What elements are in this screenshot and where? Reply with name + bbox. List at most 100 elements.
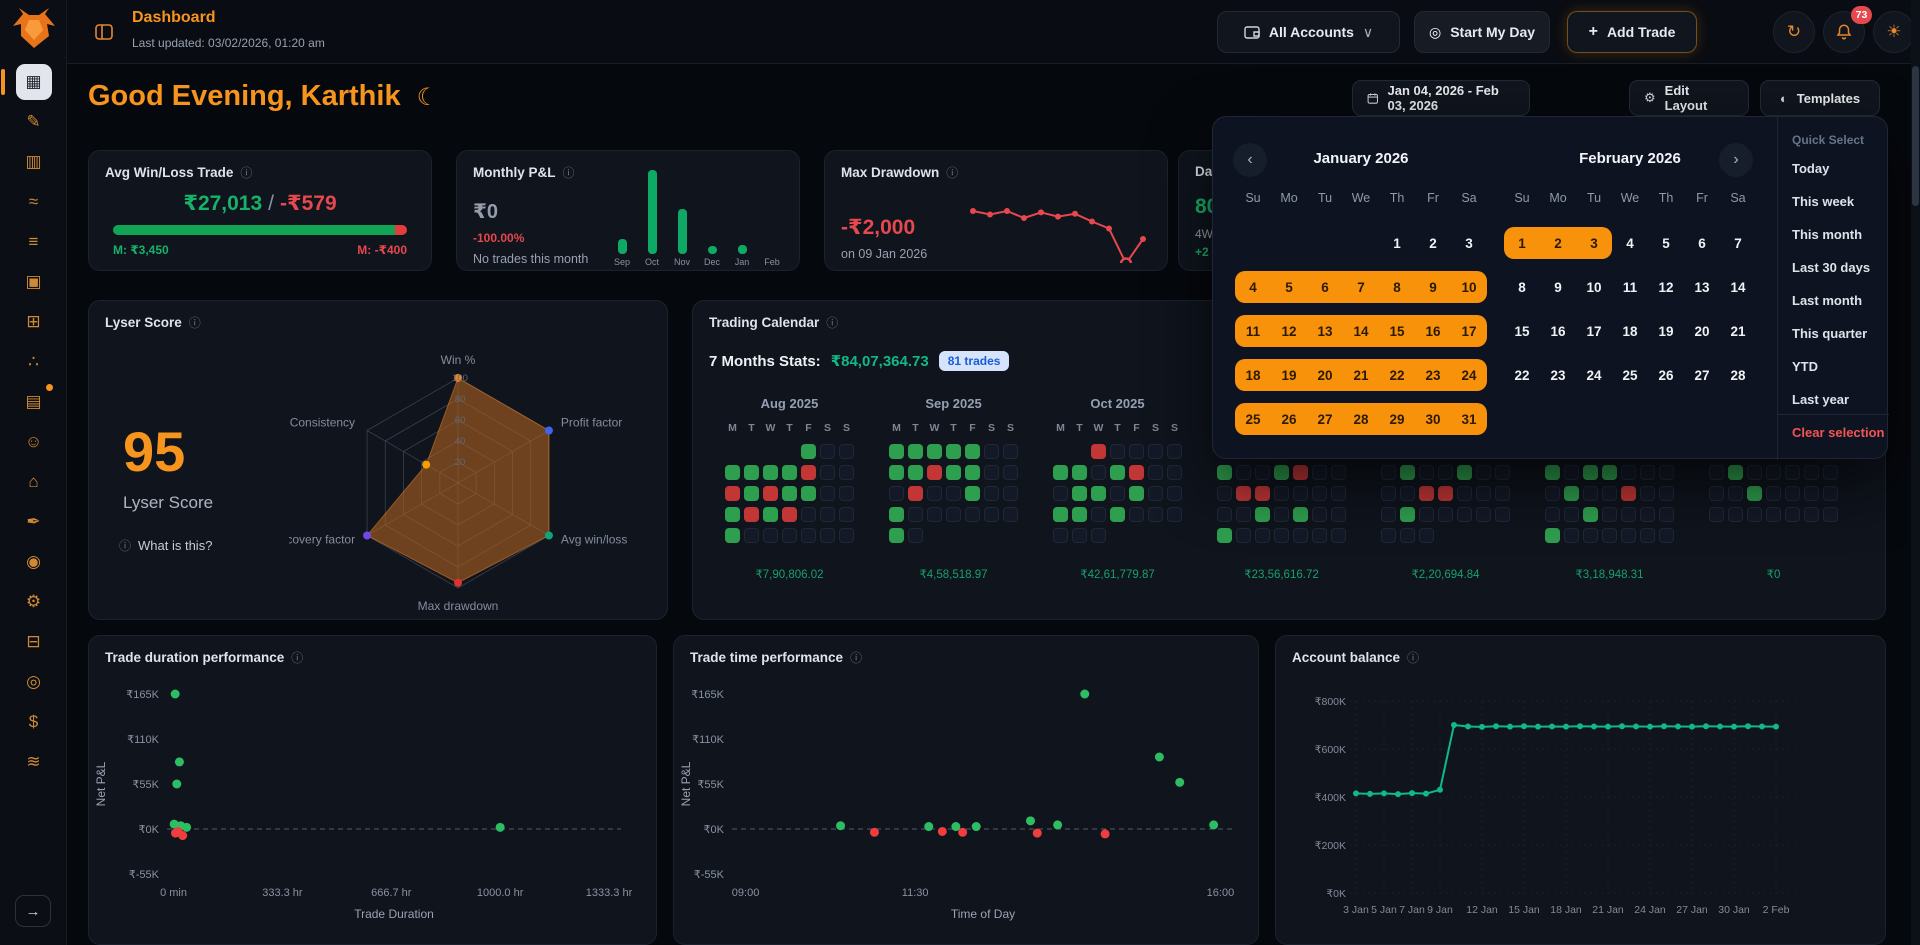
heatmap-cell[interactable] <box>744 465 759 480</box>
heatmap-cell[interactable] <box>984 444 999 459</box>
trades-count-badge[interactable]: 81 trades <box>938 351 1010 371</box>
heatmap-cell[interactable] <box>801 528 816 543</box>
heatmap-cell[interactable] <box>820 528 835 543</box>
heatmap-cell[interactable] <box>1823 486 1838 501</box>
sidebar-item-funds[interactable]: $ <box>16 704 52 740</box>
heatmap-cell[interactable] <box>1564 528 1579 543</box>
heatmap-cell[interactable] <box>801 444 816 459</box>
add-trade-button[interactable]: + Add Trade <box>1567 11 1697 53</box>
heatmap-cell[interactable] <box>1438 465 1453 480</box>
heatmap-cell[interactable] <box>820 444 835 459</box>
heatmap-cell[interactable] <box>1293 507 1308 522</box>
sidebar-item-wallet[interactable]: ≋ <box>16 744 52 780</box>
heatmap-cell[interactable] <box>1400 486 1415 501</box>
heatmap-cell[interactable] <box>1400 465 1415 480</box>
calendar-day-13[interactable]: 13 <box>1694 279 1710 295</box>
calendar-day-28[interactable]: 28 <box>1730 367 1746 383</box>
heatmap-cell[interactable] <box>1312 507 1327 522</box>
heatmap-cell[interactable] <box>782 486 797 501</box>
sidebar-item-import[interactable]: ⊟ <box>16 624 52 660</box>
heatmap-cell[interactable] <box>1709 465 1724 480</box>
what-is-this-link[interactable]: ⓘ What is this? <box>119 537 212 554</box>
heatmap-cell[interactable] <box>1659 465 1674 480</box>
calendar-day-16[interactable]: 16 <box>1550 323 1566 339</box>
calendar-day-27[interactable]: 27 <box>1307 403 1343 435</box>
heatmap-cell[interactable] <box>889 507 904 522</box>
heatmap-cell[interactable] <box>1564 465 1579 480</box>
heatmap-cell[interactable] <box>1495 465 1510 480</box>
calendar-day-24[interactable]: 24 <box>1586 367 1602 383</box>
quick-select-this-month[interactable]: This month <box>1792 227 1863 242</box>
calendar-day-5[interactable]: 5 <box>1662 235 1670 251</box>
sidebar-item-goals[interactable]: ◎ <box>16 664 52 700</box>
heatmap-cell[interactable] <box>1640 486 1655 501</box>
heatmap-cell[interactable] <box>1785 486 1800 501</box>
scrollbar-thumb[interactable] <box>1912 66 1919 206</box>
heatmap-cell[interactable] <box>1217 507 1232 522</box>
heatmap-cell[interactable] <box>1129 465 1144 480</box>
heatmap-cell[interactable] <box>1400 507 1415 522</box>
heatmap-cell[interactable] <box>1602 528 1617 543</box>
calendar-day-6[interactable]: 6 <box>1698 235 1706 251</box>
heatmap-cell[interactable] <box>965 465 980 480</box>
heatmap-cell[interactable] <box>1823 465 1838 480</box>
calendar-day-14[interactable]: 14 <box>1730 279 1746 295</box>
calendar-day-21[interactable]: 21 <box>1730 323 1746 339</box>
heatmap-cell[interactable] <box>1419 465 1434 480</box>
heatmap-cell[interactable] <box>889 465 904 480</box>
prev-month-button[interactable]: ‹ <box>1233 143 1267 177</box>
calendar-day-8[interactable]: 8 <box>1379 271 1415 303</box>
heatmap-cell[interactable] <box>1072 465 1087 480</box>
heatmap-cell[interactable] <box>1659 486 1674 501</box>
heatmap-cell[interactable] <box>1217 465 1232 480</box>
heatmap-cell[interactable] <box>1766 507 1781 522</box>
heatmap-cell[interactable] <box>1148 507 1163 522</box>
calendar-day-1[interactable]: 1 <box>1393 235 1401 251</box>
heatmap-cell[interactable] <box>946 465 961 480</box>
sidebar-item-notes[interactable]: ✒ <box>16 504 52 540</box>
heatmap-cell[interactable] <box>1640 528 1655 543</box>
calendar-day-17[interactable]: 17 <box>1586 323 1602 339</box>
logout-button[interactable]: → <box>15 895 51 927</box>
heatmap-cell[interactable] <box>1091 444 1106 459</box>
heatmap-cell[interactable] <box>1640 507 1655 522</box>
heatmap-cell[interactable] <box>946 507 961 522</box>
heatmap-cell[interactable] <box>889 528 904 543</box>
heatmap-cell[interactable] <box>927 465 942 480</box>
heatmap-cell[interactable] <box>782 465 797 480</box>
calendar-day-12[interactable]: 12 <box>1658 279 1674 295</box>
heatmap-cell[interactable] <box>908 465 923 480</box>
heatmap-cell[interactable] <box>1621 528 1636 543</box>
calendar-day-7[interactable]: 7 <box>1734 235 1742 251</box>
heatmap-cell[interactable] <box>908 507 923 522</box>
calendar-day-10[interactable]: 10 <box>1586 279 1602 295</box>
heatmap-cell[interactable] <box>1072 528 1087 543</box>
heatmap-cell[interactable] <box>1167 465 1182 480</box>
info-icon[interactable]: ⓘ <box>562 166 575 180</box>
heatmap-cell[interactable] <box>1293 465 1308 480</box>
heatmap-cell[interactable] <box>1583 486 1598 501</box>
heatmap-cell[interactable] <box>1419 486 1434 501</box>
calendar-day-15[interactable]: 15 <box>1514 323 1530 339</box>
info-icon[interactable]: ⓘ <box>826 316 839 330</box>
sidebar-item-charts[interactable]: ≈ <box>16 184 52 220</box>
heatmap-cell[interactable] <box>1602 486 1617 501</box>
calendar-day-22[interactable]: 22 <box>1379 359 1415 391</box>
heatmap-cell[interactable] <box>744 486 759 501</box>
calendar-day-27[interactable]: 27 <box>1694 367 1710 383</box>
quick-select-last-30-days[interactable]: Last 30 days <box>1792 260 1871 275</box>
heatmap-cell[interactable] <box>1274 528 1289 543</box>
heatmap-cell[interactable] <box>1236 507 1251 522</box>
calendar-day-20[interactable]: 20 <box>1307 359 1343 391</box>
templates-button[interactable]: ◐ Templates <box>1760 80 1880 116</box>
heatmap-cell[interactable] <box>1003 444 1018 459</box>
heatmap-cell[interactable] <box>984 486 999 501</box>
heatmap-cell[interactable] <box>839 528 854 543</box>
heatmap-cell[interactable] <box>1167 486 1182 501</box>
heatmap-cell[interactable] <box>1129 444 1144 459</box>
sidebar-item-analytics[interactable]: ▥ <box>16 144 52 180</box>
calendar-day-31[interactable]: 31 <box>1451 403 1487 435</box>
calendar-day-14[interactable]: 14 <box>1343 315 1379 347</box>
heatmap-cell[interactable] <box>1255 528 1270 543</box>
heatmap-cell[interactable] <box>1255 465 1270 480</box>
